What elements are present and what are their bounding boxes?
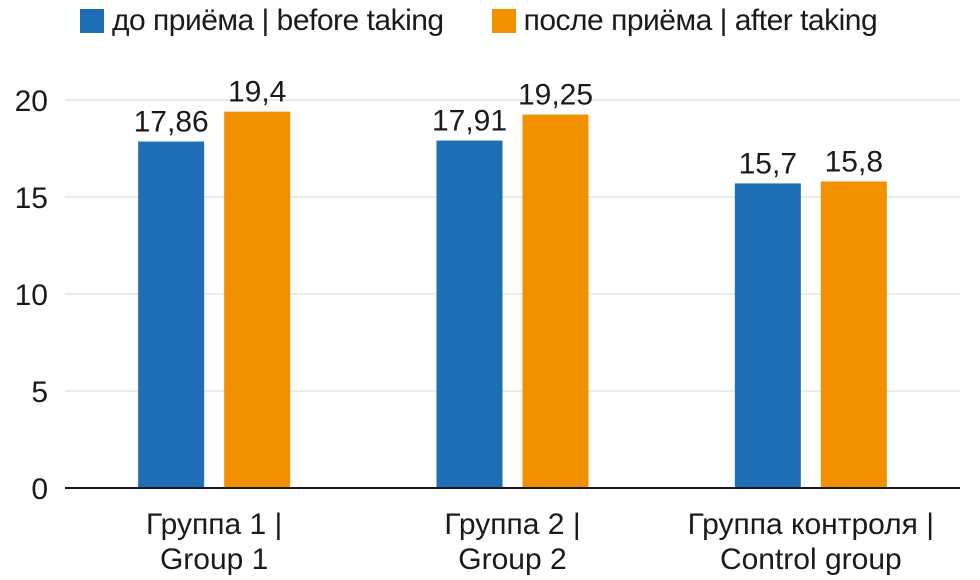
x-tick-label: Group 1 [160,543,268,576]
legend-swatch-before [80,9,104,33]
y-tick-label: 15 [15,182,48,215]
bar-before [138,141,205,489]
legend-item-before: до приёма | before taking [80,4,444,38]
bar-after [820,181,887,489]
legend-item-after: после приёма | after taking [491,4,878,38]
data-label: 19,25 [518,79,593,112]
y-tick-label: 5 [31,376,48,409]
data-label: 17,91 [432,105,507,138]
legend-swatch-after [491,9,516,33]
y-tick-label: 0 [31,473,48,506]
bar-after [522,114,589,489]
bar-before [734,183,801,489]
legend-label-after: после приёма | after taking [523,4,878,37]
data-label: 17,86 [134,106,209,139]
y-tick-label: 20 [15,85,48,118]
x-tick-label: Группа контроля | [688,508,934,541]
data-label: 15,7 [739,147,797,180]
x-tick-label: Control group [720,543,902,576]
data-label: 19,4 [228,76,286,109]
x-tick-label: Группа 1 | [146,508,282,541]
x-tick-label: Группа 2 | [444,508,580,541]
y-tick-label: 10 [15,279,48,312]
chart-legend: до приёма | before taking после приёма |… [80,4,878,38]
legend-label-before: до приёма | before taking [112,4,444,37]
x-tick-label: Group 2 [458,543,566,576]
data-label: 15,8 [825,145,883,178]
bar-before [436,140,503,488]
bar-after [224,111,291,488]
